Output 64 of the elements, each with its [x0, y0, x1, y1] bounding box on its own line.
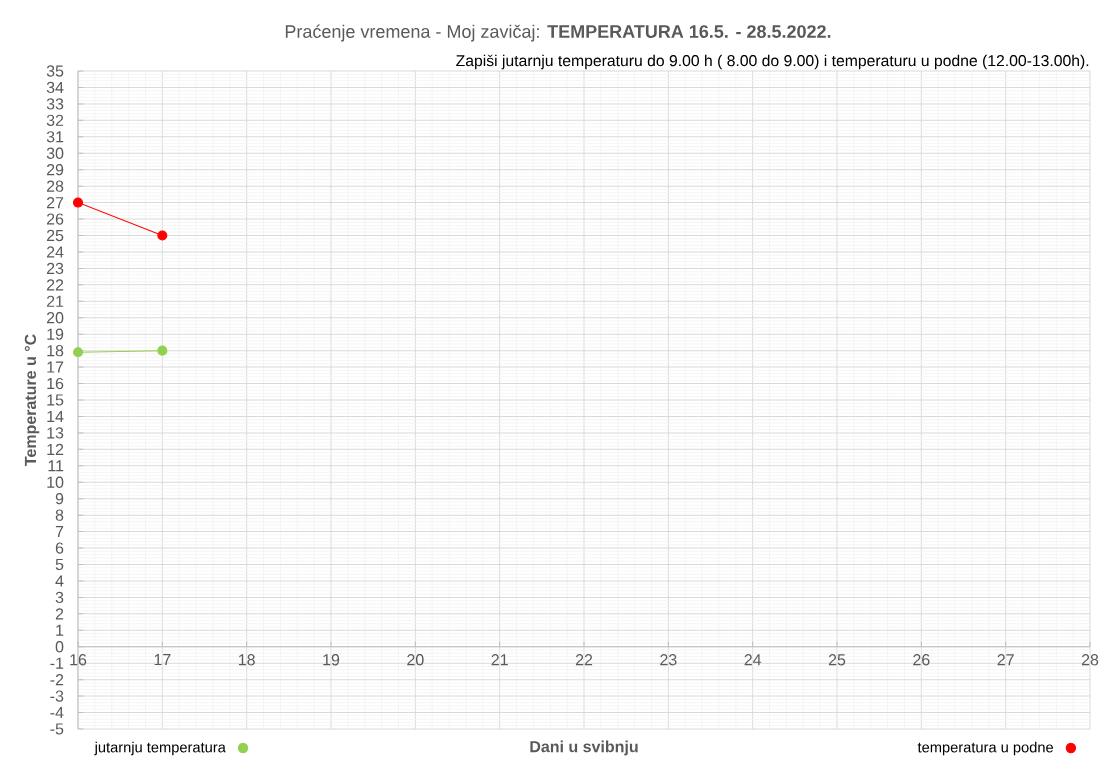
x-tick-label: 16: [70, 654, 87, 666]
y-tick-label: 24: [46, 246, 64, 258]
legend-label: temperatura u podne: [917, 741, 1054, 756]
point: [72, 197, 84, 208]
y-tick-label: 8: [55, 509, 64, 521]
y-tick-label: 30: [46, 147, 64, 159]
y-tick-label: 22: [46, 279, 64, 291]
legend-label: jutarnju temperatura: [94, 741, 226, 756]
y-tick-label: 7: [55, 526, 64, 538]
x-tick-label: 28: [1081, 654, 1099, 666]
x-tick-label: 19: [323, 654, 340, 666]
y-tick-label: -2: [50, 674, 64, 686]
y-tick-label: 3: [55, 591, 64, 604]
point: [157, 230, 168, 241]
y-tick-label: 27: [46, 197, 64, 209]
x-axis-title: Dani u svibnju: [530, 740, 638, 756]
x-tick-label: 26: [913, 654, 930, 666]
y-tick-label: 34: [46, 81, 64, 94]
y-tick-label: 12: [47, 443, 64, 455]
y-tick-label: 14: [47, 410, 64, 422]
y-tick-label: -5: [50, 723, 64, 735]
y-tick-label: -4: [50, 707, 64, 719]
x-tick-label: 21: [491, 654, 508, 666]
x-tick-label: 24: [744, 654, 762, 666]
y-tick-label: 25: [46, 229, 64, 242]
y-tick-label: 18: [47, 344, 64, 357]
y-tick-label: 19: [47, 328, 64, 340]
y-tick-label: 11: [48, 460, 64, 472]
y-tick-label: 35: [46, 65, 64, 77]
y-tick-label: -3: [50, 690, 64, 702]
y-tick-label: 32: [46, 114, 64, 126]
x-tick-label: 27: [997, 654, 1014, 666]
y-tick-label: 26: [46, 213, 64, 225]
x-tick-label: 17: [154, 654, 171, 666]
y-tick-label: 17: [47, 361, 64, 373]
y-tick-label: 4: [55, 575, 64, 587]
y-tick-label: 10: [47, 476, 64, 488]
y-tick-label: 23: [46, 262, 64, 275]
y-tick-label: 16: [47, 377, 64, 390]
y-tick-label: 9: [55, 493, 64, 505]
x-tick-label: 20: [407, 654, 424, 666]
y-tick-label: 2: [55, 608, 64, 620]
point: [157, 345, 168, 356]
y-tick-label: 15: [47, 394, 64, 406]
x-tick-label: 22: [575, 654, 593, 666]
y-tick-label: 1: [56, 624, 64, 636]
y-axis-title: Temperature u °C: [24, 334, 40, 466]
point: [72, 347, 84, 358]
x-tick-label: 18: [238, 654, 255, 666]
x-tick-label: 23: [660, 654, 677, 666]
y-tick-label: 31: [46, 131, 64, 143]
chart-title: Praćenje vremena - Moj zavičaj: TEMPERATURA 16.5. - 28.5.2022.: [285, 24, 831, 42]
y-tick-label: 6: [55, 542, 64, 554]
y-tick-label: 21: [46, 295, 64, 307]
y-tick-label: 13: [47, 427, 64, 439]
y-tick-label: 20: [46, 312, 64, 324]
y-tick-label: 5: [55, 558, 64, 571]
y-tick-label: 0: [55, 641, 64, 653]
y-tick-label: -1: [50, 657, 64, 669]
y-tick-label: 28: [46, 180, 64, 192]
x-tick-label: 25: [828, 654, 846, 666]
y-tick-label: 29: [46, 164, 64, 176]
y-tick-label: 33: [46, 98, 64, 110]
chart-subtitle: Zapiši jutarnju temperaturu do 9.00 h ( 8.00 do 9.00) i temperaturu u podne (12.00-13.00h).: [456, 54, 1089, 70]
